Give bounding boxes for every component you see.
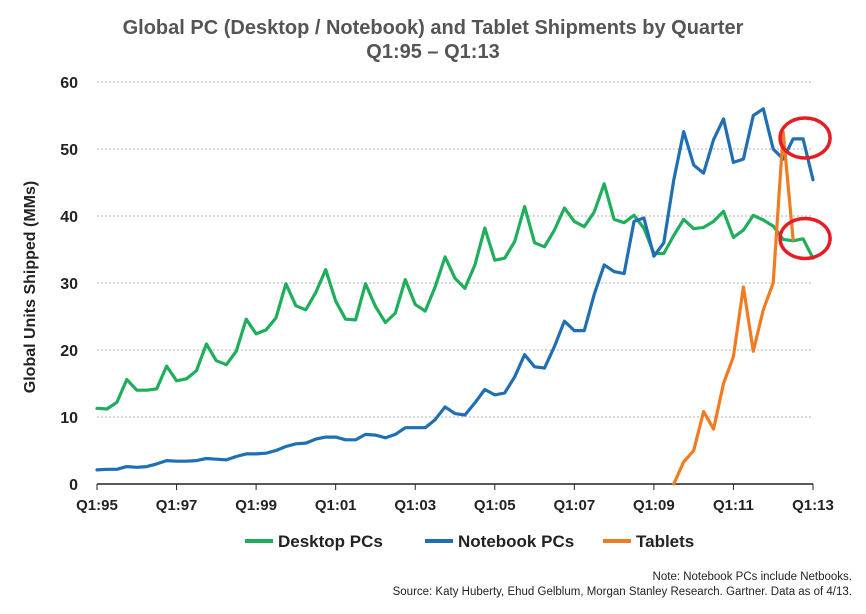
highlight-circle <box>778 216 832 261</box>
y-tick-label: 20 <box>60 343 78 360</box>
chart-subtitle: Q1:95 – Q1:13 <box>366 41 500 63</box>
legend-label: Desktop PCs <box>278 532 383 551</box>
x-tick-label: Q1:97 <box>156 497 198 514</box>
series-line-desktop-pcs <box>95 182 815 411</box>
y-axis-label: Global Units Shipped (MMs) <box>22 181 39 393</box>
chart-title: Global PC (Desktop / Notebook) and Table… <box>122 17 744 39</box>
y-tick-label: 40 <box>60 209 78 226</box>
legend-label: Tablets <box>636 532 694 551</box>
grid-layer <box>97 81 813 418</box>
axis-layer: 0 10 20 30 40 50 60 Q1:95 Q1:97 Q1:99 Q1:01 Q1:03 Q1… <box>22 75 834 514</box>
x-tick-label: Q1:95 <box>76 497 118 514</box>
x-tick-label: Q1:09 <box>633 497 675 514</box>
y-tick-label: 0 <box>69 477 78 494</box>
chart-source: Source: Katy Huberty, Ehud Gelblum, Morg… <box>392 586 852 598</box>
x-tick-label: Q1:07 <box>553 497 595 514</box>
series-layer <box>95 107 815 486</box>
y-tick-label: 10 <box>60 410 78 427</box>
series-line-notebook-pcs <box>95 107 815 472</box>
y-tick-label: 50 <box>60 142 78 159</box>
x-tick-label: Q1:05 <box>474 497 516 514</box>
x-tick-label: Q1:13 <box>792 497 834 514</box>
legend-label: Notebook PCs <box>458 532 574 551</box>
x-tick-label: Q1:11 <box>713 497 754 514</box>
series-line-tablets <box>672 130 795 486</box>
x-tick-label: Q1:03 <box>394 497 436 514</box>
highlight-circle <box>778 116 832 160</box>
chart-note: Note: Notebook PCs include Netbooks. <box>652 571 852 583</box>
y-tick-label: 60 <box>60 75 78 92</box>
x-tick-label: Q1:99 <box>235 497 277 514</box>
x-tick-label: Q1:01 <box>315 497 357 514</box>
y-tick-label: 30 <box>60 276 78 293</box>
highlight-layer <box>778 116 832 261</box>
legend-layer: Desktop PCs Notebook PCs Tablets <box>245 532 694 551</box>
